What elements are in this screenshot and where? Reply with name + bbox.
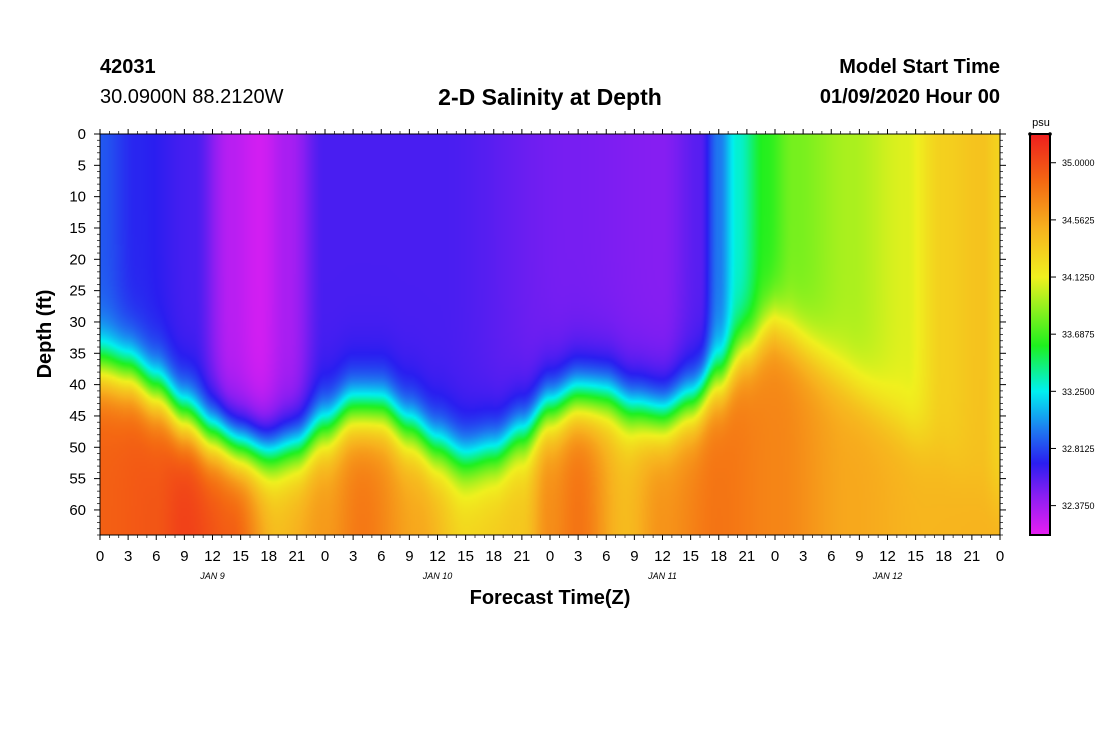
x-tick-label: 21 [739, 548, 756, 565]
colorbar-tick-label: 34.5625 [1062, 215, 1095, 225]
y-axis-ticks: 0 5 10 15 20 25 30 35 40 45 50 55 60 [69, 126, 1006, 536]
model-start-value: 01/09/2020 Hour 00 [819, 86, 1000, 108]
x-tick-label: 21 [289, 548, 306, 565]
x-tick-label: 12 [654, 548, 671, 565]
colorbar-tick-label: 33.6875 [1062, 330, 1095, 340]
colorbar-corner [1028, 132, 1032, 136]
x-tick-label: 0 [96, 548, 104, 565]
y-axis-title: Depth (ft) [34, 290, 56, 379]
colorbar-tick-label: 35.0000 [1062, 158, 1095, 168]
colorbar-corner [1048, 132, 1052, 136]
x-tick-label: 3 [799, 548, 807, 565]
x-tick-label: 18 [710, 548, 727, 565]
y-tick-label: 60 [69, 502, 86, 519]
day-label: JAN 10 [422, 571, 453, 581]
x-tick-label: 9 [405, 548, 413, 565]
model-start-label: Model Start Time [839, 56, 1000, 78]
x-tick-label: 0 [321, 548, 329, 565]
x-tick-label: 6 [152, 548, 160, 565]
x-tick-label: 15 [682, 548, 699, 565]
day-label: JAN 12 [872, 571, 903, 581]
day-label: JAN 11 [647, 571, 677, 581]
colorbar [1029, 133, 1051, 536]
x-tick-label: 12 [879, 548, 896, 565]
day-label: JAN 9 [199, 571, 225, 581]
x-tick-label: 18 [935, 548, 952, 565]
x-tick-label: 15 [232, 548, 249, 565]
x-tick-label: 0 [996, 548, 1004, 565]
colorbar-ticks: 35.0000 34.5625 34.1250 33.6875 33.2500 32.81… [1028, 132, 1095, 511]
y-tick-label: 15 [69, 220, 86, 237]
x-tick-label: 15 [457, 548, 474, 565]
y-tick-label: 40 [69, 377, 86, 394]
y-tick-label: 50 [69, 439, 86, 456]
x-tick-label: 6 [602, 548, 610, 565]
x-axis-ticks: 0 3 6 9 12 15 18 21 0 3 6 9 12 15 18 21 0 3 6 9 12 15 18 21 0 3 6 9… [96, 129, 1004, 565]
x-tick-label: 15 [907, 548, 924, 565]
y-tick-label: 0 [78, 126, 86, 143]
y-tick-label: 35 [69, 345, 86, 362]
y-tick-label: 10 [69, 189, 86, 206]
y-tick-label: 45 [69, 408, 86, 425]
x-tick-label: 6 [827, 548, 835, 565]
station-id: 42031 [100, 56, 156, 78]
colorbar-tick-label: 34.1250 [1062, 273, 1095, 283]
y-tick-label: 25 [69, 283, 86, 300]
day-labels: JAN 9 JAN 10 JAN 11 JAN 12 [199, 571, 902, 581]
x-tick-label: 21 [514, 548, 531, 565]
x-tick-label: 12 [204, 548, 221, 565]
x-tick-label: 9 [180, 548, 188, 565]
x-tick-label: 12 [429, 548, 446, 565]
x-tick-label: 21 [964, 548, 981, 565]
x-tick-label: 9 [855, 548, 863, 565]
y-tick-label: 55 [69, 471, 86, 488]
x-tick-label: 3 [574, 548, 582, 565]
y-tick-label: 20 [69, 251, 86, 268]
x-tick-label: 9 [630, 548, 638, 565]
x-axis-title: Forecast Time(Z) [470, 587, 631, 609]
colorbar-tick-label: 32.3750 [1062, 501, 1095, 511]
y-tick-label: 30 [69, 314, 86, 331]
x-tick-label: 0 [546, 548, 554, 565]
x-tick-label: 18 [260, 548, 277, 565]
x-tick-label: 3 [349, 548, 357, 565]
colorbar-tick-label: 32.8125 [1062, 444, 1095, 454]
salinity-heatmap [100, 134, 1000, 535]
colorbar-units: psu [1032, 117, 1050, 129]
station-coordinates: 30.0900N 88.2120W [100, 86, 284, 108]
x-tick-label: 6 [377, 548, 385, 565]
x-tick-label: 18 [485, 548, 502, 565]
y-tick-label: 5 [78, 157, 86, 174]
x-tick-label: 3 [124, 548, 132, 565]
colorbar-tick-label: 33.2500 [1062, 387, 1095, 397]
chart-title: 2-D Salinity at Depth [438, 84, 662, 110]
x-tick-label: 0 [771, 548, 779, 565]
